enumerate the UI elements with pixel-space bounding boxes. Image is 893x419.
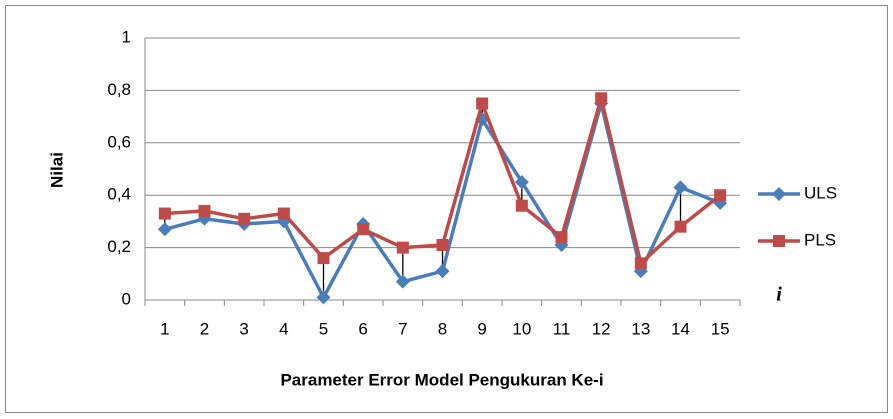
data-point	[317, 252, 330, 265]
data-point	[395, 274, 410, 289]
x-tick-label: 3	[239, 319, 248, 338]
data-point	[316, 290, 331, 305]
x-tick-label: 7	[398, 319, 407, 338]
annotation: i	[776, 284, 782, 306]
chart-border	[5, 5, 888, 413]
y-axis-label: Nilai	[47, 152, 66, 188]
x-tick-label: 13	[631, 319, 650, 338]
data-point	[158, 207, 171, 220]
data-point	[435, 264, 450, 279]
data-point	[714, 189, 727, 202]
x-tick-label: 2	[200, 319, 209, 338]
legend-label: ULS	[804, 183, 837, 202]
data-point	[238, 212, 251, 225]
x-tick-label: 12	[592, 319, 611, 338]
x-tick-label: 6	[358, 319, 367, 338]
y-tick-label: 0,8	[107, 80, 131, 99]
y-tick-label: 0,4	[107, 185, 131, 204]
y-tick-label: 0,6	[107, 132, 131, 151]
data-point	[157, 222, 172, 237]
data-point	[476, 97, 489, 110]
x-axis-label: Parameter Error Model Pengukuran Ke-i	[280, 370, 603, 389]
data-point	[357, 223, 370, 236]
data-point	[515, 199, 528, 212]
data-point	[396, 241, 409, 254]
y-tick-label: 0,2	[107, 237, 131, 256]
x-tick-label: 8	[438, 319, 447, 338]
data-point	[436, 238, 449, 251]
y-tick-label: 1	[122, 27, 131, 46]
data-point	[673, 180, 688, 195]
data-point	[555, 231, 568, 244]
data-point	[514, 175, 529, 190]
x-tick-label: 1	[160, 319, 169, 338]
data-point	[595, 92, 608, 105]
legend-marker	[772, 187, 786, 201]
x-tick-label: 5	[319, 319, 328, 338]
x-tick-label: 10	[512, 319, 531, 338]
legend-marker	[773, 235, 785, 247]
data-point	[634, 257, 647, 270]
x-tick-label: 11	[553, 319, 571, 338]
data-point	[277, 207, 290, 220]
x-tick-label: 14	[671, 319, 690, 338]
x-tick-label: 15	[711, 319, 730, 338]
x-tick-label: 4	[279, 319, 288, 338]
legend-label: PLS	[804, 230, 836, 249]
x-tick-label: 9	[477, 319, 486, 338]
y-tick-label: 0	[122, 289, 131, 308]
data-point	[674, 220, 687, 233]
data-point	[198, 204, 211, 217]
